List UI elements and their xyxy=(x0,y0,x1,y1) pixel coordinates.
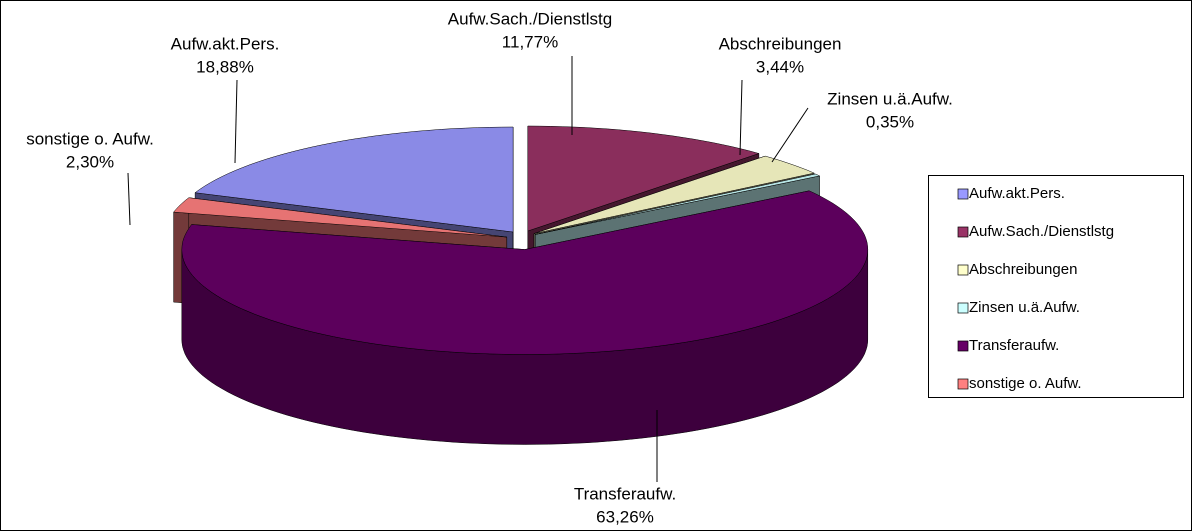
slice xyxy=(535,173,821,235)
leader-line xyxy=(127,172,131,226)
leader-line xyxy=(234,79,238,164)
data-label-name: Transferaufw. xyxy=(574,484,676,503)
legend-label: Abschreibungen xyxy=(969,261,1077,278)
legend-label: sonstige o. Aufw. xyxy=(969,375,1082,392)
data-label-name: Abschreibungen xyxy=(719,34,842,53)
legend-label: Transferaufw. xyxy=(969,337,1059,354)
slice xyxy=(194,126,514,233)
slice xyxy=(181,190,869,445)
data-label-name: Aufw.akt.Pers. xyxy=(171,34,280,53)
data-label: 3,44% xyxy=(756,57,804,76)
data-label: 63,26% xyxy=(596,507,654,526)
leader-line xyxy=(771,107,809,163)
legend-swatch xyxy=(957,340,969,352)
legend-swatch xyxy=(957,378,969,390)
slice xyxy=(181,190,869,355)
data-label: 18,88% xyxy=(196,57,254,76)
data-label: 2,30% xyxy=(66,152,114,171)
legend-swatch xyxy=(957,226,969,238)
data-label-name: Zinsen u.ä.Aufw. xyxy=(827,89,953,108)
data-label-name: sonstige o. Aufw. xyxy=(26,129,154,148)
leader-line xyxy=(739,79,743,156)
legend-swatch xyxy=(957,302,969,314)
data-label: 11,77% xyxy=(502,32,558,51)
slice xyxy=(173,197,507,238)
legend-swatch xyxy=(957,264,969,276)
legend-label: Aufw.akt.Pers. xyxy=(969,185,1065,202)
legend-label: Zinsen u.ä.Aufw. xyxy=(969,299,1080,316)
legend-swatch xyxy=(957,188,969,200)
legend-box xyxy=(928,175,1184,398)
legend-label: Aufw.Sach./Dienstlstg xyxy=(969,223,1114,240)
slice xyxy=(527,125,760,232)
slice xyxy=(533,155,815,234)
data-label-name: Aufw.Sach./Dienstlstg xyxy=(448,9,612,28)
data-label: 0,35% xyxy=(866,112,914,131)
